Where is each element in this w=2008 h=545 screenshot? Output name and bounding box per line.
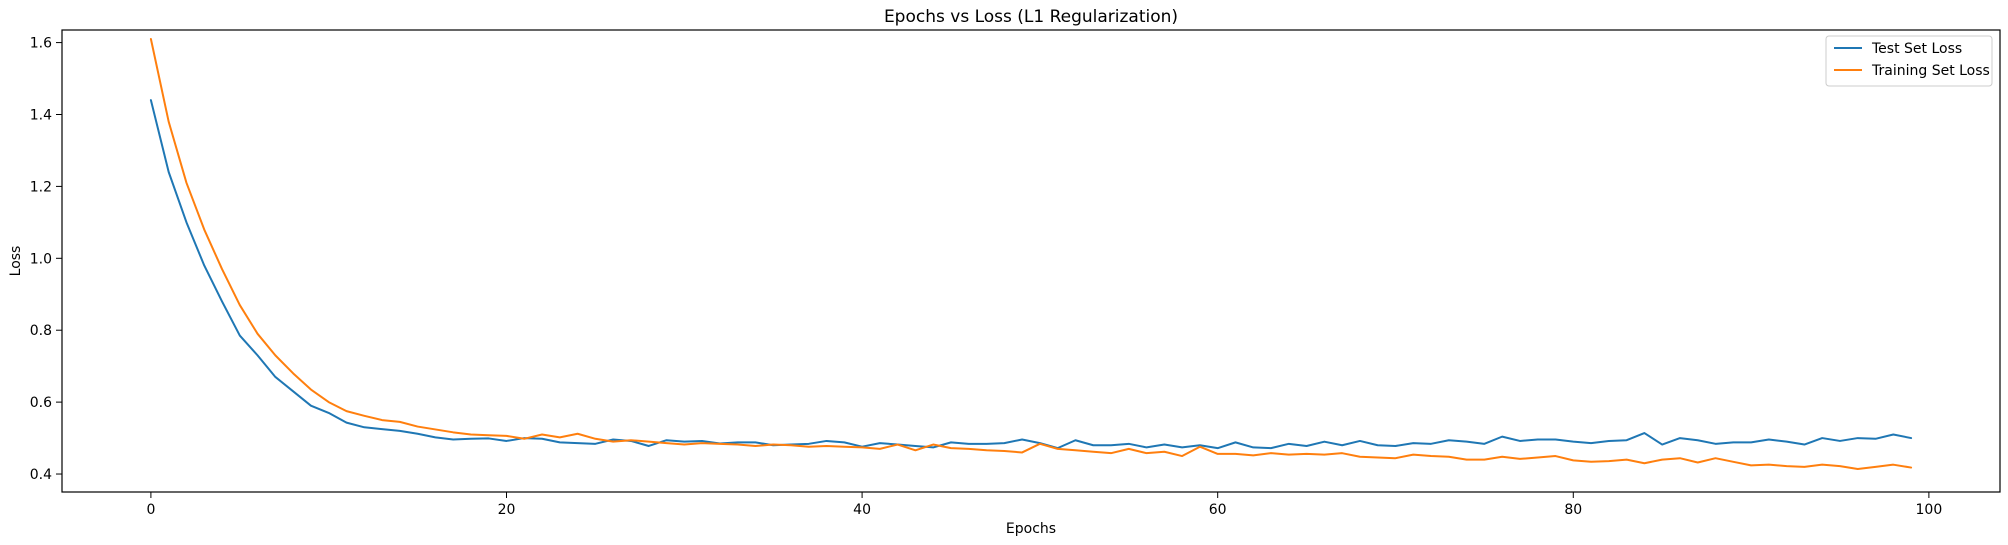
x-tick-label: 40 (853, 502, 871, 518)
x-tick-label: 60 (1209, 502, 1227, 518)
y-tick-label: 1.0 (30, 251, 52, 267)
x-tick-label: 20 (498, 502, 516, 518)
series-line-1 (149, 37, 1913, 470)
y-tick-label: 1.4 (30, 107, 52, 123)
series-line-0 (149, 99, 1913, 450)
legend-label-training: Training Set Loss (1871, 63, 1990, 79)
plot-frame (61, 29, 2001, 493)
y-tick-label: 0.6 (30, 395, 52, 411)
y-axis-title: Loss (8, 246, 24, 277)
legend: Test Set Loss Training Set Loss (1825, 35, 1993, 87)
chart-title: Epochs vs Loss (L1 Regularization) (884, 7, 1178, 27)
y-tick-label: 1.6 (30, 36, 52, 52)
legend-box (1825, 35, 1993, 87)
x-axis: 0 20 40 60 80 100 (146, 492, 1942, 518)
x-axis-title: Epochs (1006, 521, 1056, 537)
x-tick-label: 0 (146, 502, 155, 518)
y-tick-label: 0.4 (30, 467, 52, 483)
y-axis: 0.4 0.6 0.8 1.0 1.2 1.4 1.6 (30, 36, 62, 483)
legend-label-test: Test Set Loss (1871, 41, 1962, 57)
x-tick-label: 80 (1564, 502, 1582, 518)
y-tick-label: 0.8 (30, 323, 52, 339)
y-tick-label: 1.2 (30, 179, 52, 195)
x-tick-label: 100 (1916, 502, 1943, 518)
